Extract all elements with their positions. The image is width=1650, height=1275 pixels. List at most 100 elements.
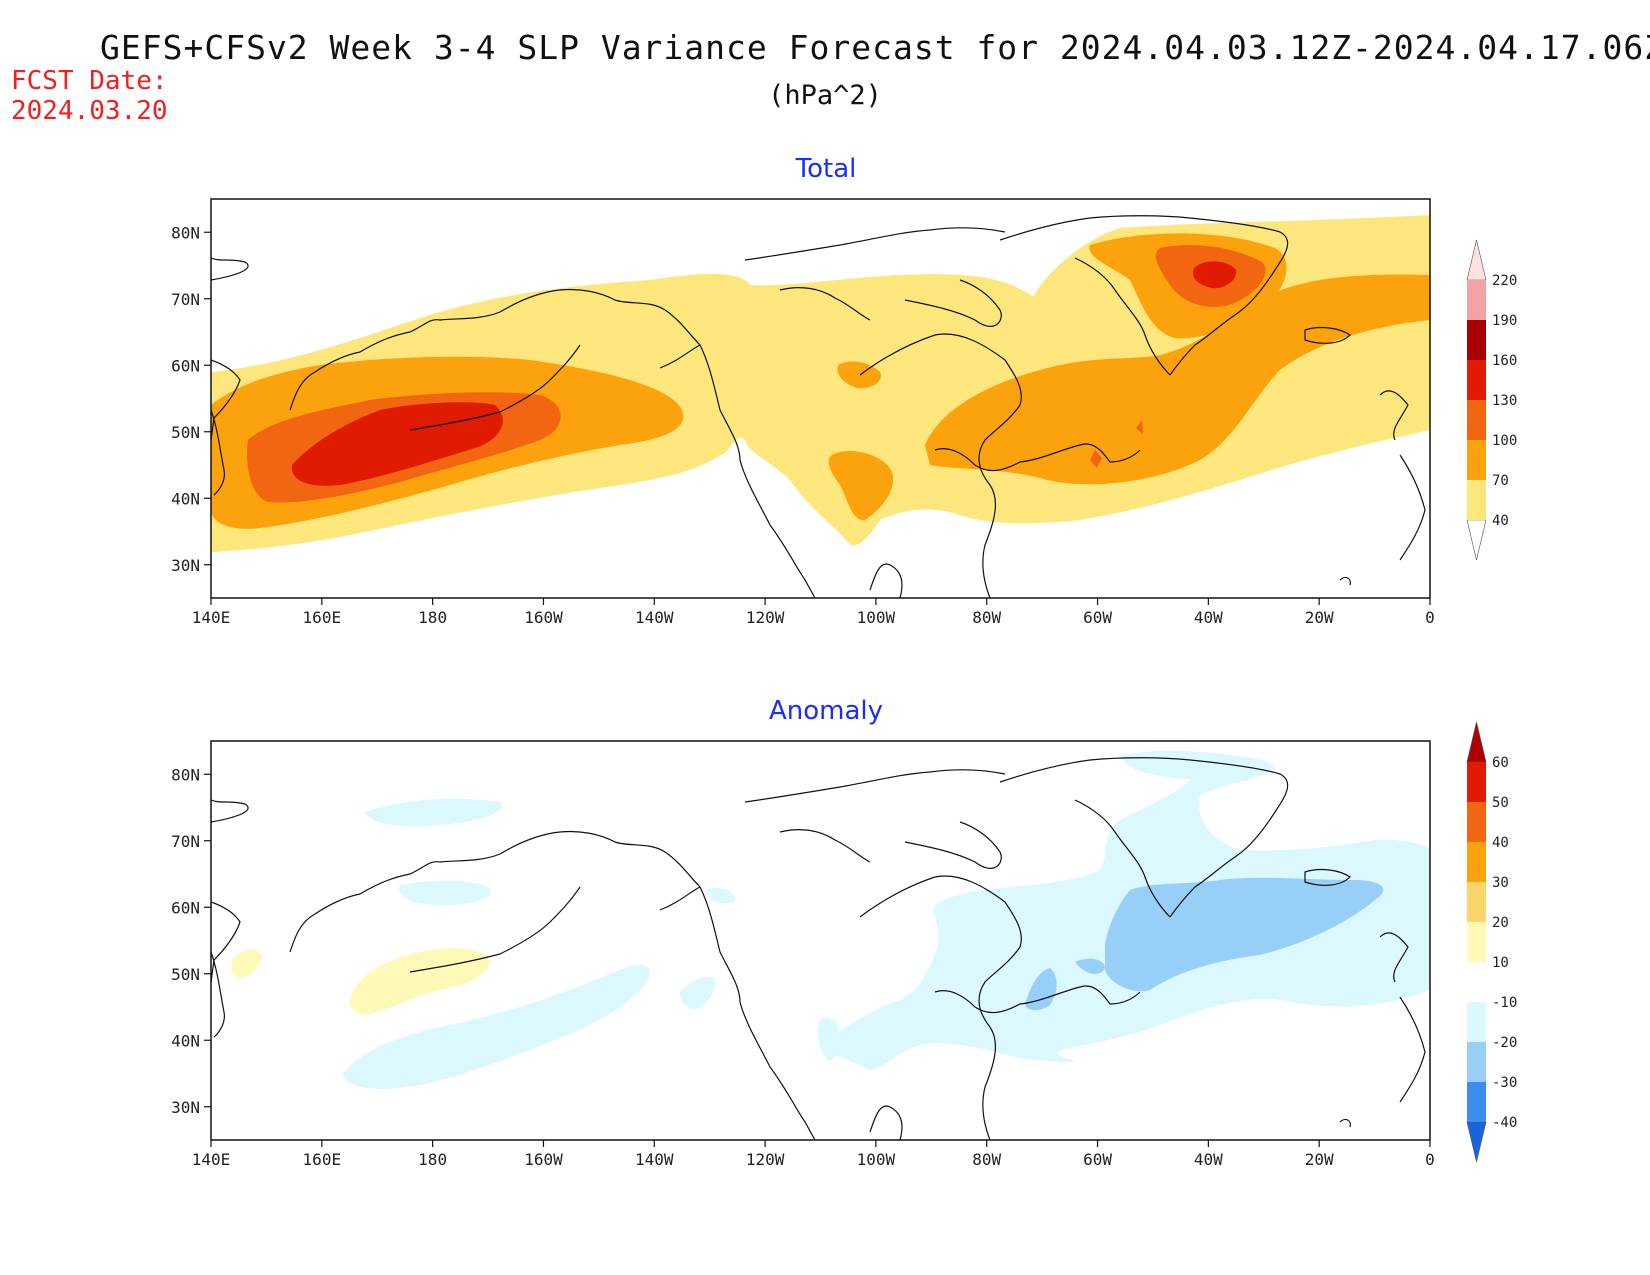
colorbar-label: 20 xyxy=(1492,915,1509,931)
lat-tick-label: 60N xyxy=(171,356,200,375)
forecast-date-label: FCST Date: xyxy=(11,66,168,96)
colorbar-segment xyxy=(1467,480,1486,520)
lon-tick-label: 180 xyxy=(418,1150,447,1169)
total-coastlines xyxy=(211,215,1426,598)
colorbar-bottom-arrow xyxy=(1466,1121,1487,1163)
lon-tick-label: 80W xyxy=(972,608,1001,627)
total-contour-70-100-plains xyxy=(828,451,894,521)
colorbar-label: -20 xyxy=(1492,1035,1517,1051)
lon-tick-label: 60W xyxy=(1083,1150,1112,1169)
total-map-frame xyxy=(210,198,1431,599)
colorbar-label: 190 xyxy=(1492,313,1517,329)
colorbar-label: 220 xyxy=(1492,273,1517,289)
lon-tick-label: 140E xyxy=(192,1150,231,1169)
lon-tick-label: 180 xyxy=(418,608,447,627)
anomaly-contour-neg10-neg20-west-coast xyxy=(679,977,716,1009)
colorbar-segment xyxy=(1467,842,1486,882)
anomaly-contour-neg10-neg20-arctic xyxy=(365,798,502,827)
forecast-date-value: 2024.03.20 xyxy=(11,96,168,126)
colorbar-segment xyxy=(1467,320,1486,360)
lon-tick-label: 20W xyxy=(1305,1150,1334,1169)
lon-tick-label: 80W xyxy=(972,1150,1001,1169)
anomaly-contour-neg20-neg30-great-lakes xyxy=(1025,968,1057,1011)
total-panel: Total xyxy=(171,154,1517,627)
colorbar-segment xyxy=(1467,922,1486,962)
lat-tick-label: 30N xyxy=(171,1098,200,1117)
anomaly-contour-neg10-neg20-north-pacific xyxy=(342,964,650,1089)
lat-tick-label: 80N xyxy=(171,765,200,784)
main-title: GEFS+CFSv2 Week 3-4 SLP Variance Forecas… xyxy=(100,28,1650,67)
lat-tick-label: 70N xyxy=(171,290,200,309)
colorbar-label: 40 xyxy=(1492,835,1509,851)
lat-tick-label: 70N xyxy=(171,832,200,851)
lon-tick-label: 100W xyxy=(857,1150,896,1169)
colorbar-label: 100 xyxy=(1492,433,1517,449)
anomaly-contour-10-20-pacific xyxy=(349,948,491,1015)
lat-tick-label: 60N xyxy=(171,898,200,917)
lat-tick-label: 50N xyxy=(171,423,200,442)
lon-tick-label: 100W xyxy=(857,608,896,627)
lon-tick-label: 40W xyxy=(1194,1150,1223,1169)
colorbar-label: 30 xyxy=(1492,875,1509,891)
colorbar-segment xyxy=(1467,882,1486,922)
anomaly-panel-title: Anomaly xyxy=(769,696,883,726)
lon-tick-label: 160E xyxy=(303,1150,342,1169)
anomaly-colorbar: -40 -30 -20 -10 10 20 30 40 50 60 xyxy=(1466,721,1517,1163)
total-colorbar: 40 70 100 130 160 190 220 xyxy=(1466,239,1517,561)
lon-tick-label: 0 xyxy=(1425,608,1435,627)
colorbar-label: 60 xyxy=(1492,755,1509,771)
lon-tick-label: 120W xyxy=(746,1150,785,1169)
lon-tick-label: 160W xyxy=(524,1150,563,1169)
colorbar-segment xyxy=(1467,1082,1486,1122)
colorbar-label: 160 xyxy=(1492,353,1517,369)
colorbar-segment xyxy=(1467,1002,1486,1042)
anomaly-field xyxy=(211,741,1430,1140)
colorbar-top-arrow xyxy=(1466,239,1487,281)
colorbar-label: 50 xyxy=(1492,795,1509,811)
colorbar-label: -10 xyxy=(1492,995,1517,1011)
colorbar-label: 70 xyxy=(1492,473,1509,489)
lon-tick-label: 140E xyxy=(192,608,231,627)
lat-tick-label: 80N xyxy=(171,223,200,242)
colorbar-label: 40 xyxy=(1492,513,1509,529)
total-contour-100-130-east xyxy=(1136,420,1143,434)
colorbar-bottom-arrow xyxy=(1466,519,1487,561)
anomaly-map-frame xyxy=(210,740,1431,1141)
lat-tick-label: 40N xyxy=(171,489,200,508)
anomaly-contour-10-20-kamchatka xyxy=(231,949,262,978)
total-contour-70-100-atlantic xyxy=(925,274,1430,485)
colorbar-label: 130 xyxy=(1492,393,1517,409)
lat-tick-label: 50N xyxy=(171,965,200,984)
lon-tick-label: 160E xyxy=(303,608,342,627)
lon-tick-label: 140W xyxy=(635,608,674,627)
colorbar-segment xyxy=(1467,440,1486,480)
anomaly-coastlines xyxy=(211,757,1426,1140)
colorbar-segment xyxy=(1467,962,1486,1002)
lon-tick-label: 20W xyxy=(1305,608,1334,627)
lon-tick-label: 0 xyxy=(1425,1150,1435,1169)
anomaly-contour-neg20-neg30-maritimes xyxy=(1075,958,1105,974)
lat-tick-label: 30N xyxy=(171,556,200,575)
anomaly-contour-neg10-neg20-canada xyxy=(705,888,735,904)
forecast-date-block: FCST Date: 2024.03.20 xyxy=(11,66,168,126)
colorbar-segment xyxy=(1467,280,1486,320)
colorbar-segment xyxy=(1467,1042,1486,1082)
anomaly-panel: Anomaly xyxy=(171,696,1517,1169)
colorbar-label: -30 xyxy=(1492,1075,1517,1091)
colorbar-top-arrow xyxy=(1466,721,1487,763)
anomaly-contour-neg10-neg20-bering xyxy=(399,880,491,905)
anomaly-contour-neg20-neg30-atlantic xyxy=(1105,877,1384,992)
total-field xyxy=(211,199,1430,598)
lon-tick-label: 60W xyxy=(1083,608,1112,627)
colorbar-segment xyxy=(1467,762,1486,802)
colorbar-segment xyxy=(1467,400,1486,440)
lat-tick-label: 40N xyxy=(171,1031,200,1050)
total-contour-130-160-greenland xyxy=(1192,261,1237,289)
lon-tick-label: 40W xyxy=(1194,608,1223,627)
anomaly-axes: 140E 160E 180 160W 140W 120W 100W 80W 60W 40W 20W 0… xyxy=(171,765,1435,1169)
colorbar-segment xyxy=(1467,802,1486,842)
units-label: (hPa^2) xyxy=(768,80,882,111)
lon-tick-label: 160W xyxy=(524,608,563,627)
anomaly-contour-neg10-neg20-plains xyxy=(817,1018,839,1061)
total-axes: 140E 160E 180 160W 140W 120W 100W 80W 60W 40W 20W 0… xyxy=(171,223,1435,627)
